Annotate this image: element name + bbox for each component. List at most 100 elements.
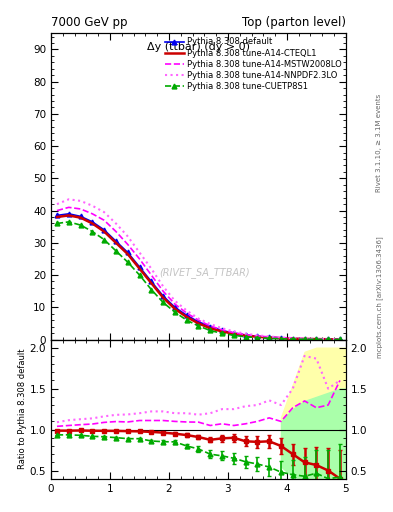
Pythia 8.308 tune-A14-NNPDF2.3LO [90,203,95,209]
Pythia 8.308 tune-A14-CTEQL1 [267,334,272,340]
Pythia 8.308 default [137,264,142,270]
Y-axis label: Ratio to Pythia 8.308 default: Ratio to Pythia 8.308 default [18,349,27,470]
Pythia 8.308 default [338,336,342,343]
Pythia 8.308 tune-A14-NNPDF2.3LO [231,328,236,334]
Pythia 8.308 default [208,324,213,330]
Text: (RIVET_SA_TTBAR): (RIVET_SA_TTBAR) [159,267,250,278]
Pythia 8.308 tune-CUETP8S1 [302,336,307,342]
Pythia 8.308 tune-A14-CTEQL1 [231,331,236,337]
Pythia 8.308 tune-A14-CTEQL1 [243,333,248,339]
Pythia 8.308 tune-A14-NNPDF2.3LO [173,298,177,304]
Pythia 8.308 tune-A14-NNPDF2.3LO [196,315,201,322]
Pythia 8.308 default [55,212,59,219]
Pythia 8.308 tune-CUETP8S1 [66,219,71,225]
Pythia 8.308 tune-A14-MSTW2008LO [338,336,342,343]
Pythia 8.308 tune-A14-MSTW2008LO [302,335,307,342]
Pythia 8.308 tune-CUETP8S1 [220,330,224,336]
Pythia 8.308 tune-A14-CTEQL1 [66,212,71,219]
Pythia 8.308 tune-A14-NNPDF2.3LO [125,233,130,240]
Pythia 8.308 tune-CUETP8S1 [78,222,83,228]
Pythia 8.308 default [196,318,201,325]
Text: mcplots.cern.ch [arXiv:1306.3436]: mcplots.cern.ch [arXiv:1306.3436] [376,236,383,358]
Pythia 8.308 tune-A14-CTEQL1 [338,336,342,343]
Pythia 8.308 tune-CUETP8S1 [149,287,154,293]
Pythia 8.308 tune-CUETP8S1 [290,336,295,342]
Pythia 8.308 tune-A14-MSTW2008LO [208,323,213,329]
Text: Δy (t̅tbar) (dy > 0): Δy (t̅tbar) (dy > 0) [147,42,250,52]
Pythia 8.308 tune-CUETP8S1 [55,220,59,226]
Pythia 8.308 tune-A14-MSTW2008LO [173,301,177,307]
Pythia 8.308 tune-A14-CTEQL1 [314,336,319,342]
Pythia 8.308 tune-A14-CTEQL1 [208,325,213,331]
Pythia 8.308 default [114,238,118,244]
Pythia 8.308 tune-A14-CTEQL1 [196,321,201,327]
Pythia 8.308 tune-A14-MSTW2008LO [196,317,201,323]
Pythia 8.308 tune-A14-NNPDF2.3LO [208,321,213,327]
Line: Pythia 8.308 tune-A14-MSTW2008LO: Pythia 8.308 tune-A14-MSTW2008LO [57,207,340,339]
Pythia 8.308 tune-CUETP8S1 [267,335,272,342]
Pythia 8.308 tune-A14-MSTW2008LO [55,207,59,214]
Text: Top (parton level): Top (parton level) [242,16,346,29]
Pythia 8.308 tune-A14-CTEQL1 [78,215,83,221]
Pythia 8.308 tune-CUETP8S1 [161,300,165,306]
Pythia 8.308 tune-A14-CTEQL1 [137,266,142,272]
Pythia 8.308 default [231,330,236,336]
Text: Rivet 3.1.10, ≥ 3.1M events: Rivet 3.1.10, ≥ 3.1M events [376,94,382,193]
Pythia 8.308 tune-CUETP8S1 [137,272,142,278]
Pythia 8.308 default [255,333,260,339]
Pythia 8.308 tune-A14-MSTW2008LO [66,204,71,210]
Pythia 8.308 tune-A14-NNPDF2.3LO [149,266,154,272]
Pythia 8.308 default [279,335,283,341]
Pythia 8.308 tune-CUETP8S1 [255,334,260,340]
Pythia 8.308 default [161,293,165,299]
Pythia 8.308 default [290,335,295,342]
Pythia 8.308 tune-A14-NNPDF2.3LO [55,201,59,207]
Line: Pythia 8.308 default: Pythia 8.308 default [55,211,342,342]
Pythia 8.308 tune-CUETP8S1 [114,248,118,254]
Pythia 8.308 tune-A14-MSTW2008LO [149,272,154,278]
Pythia 8.308 tune-A14-NNPDF2.3LO [161,283,165,289]
Pythia 8.308 tune-A14-CTEQL1 [102,228,107,234]
Pythia 8.308 tune-CUETP8S1 [231,332,236,338]
Pythia 8.308 default [243,332,248,338]
Pythia 8.308 default [102,227,107,233]
Pythia 8.308 tune-CUETP8S1 [314,336,319,343]
Pythia 8.308 tune-A14-NNPDF2.3LO [114,220,118,226]
Pythia 8.308 tune-A14-CTEQL1 [149,280,154,286]
Legend: Pythia 8.308 default, Pythia 8.308 tune-A14-CTEQL1, Pythia 8.308 tune-A14-MSTW20: Pythia 8.308 default, Pythia 8.308 tune-… [163,36,343,93]
Pythia 8.308 tune-A14-MSTW2008LO [137,256,142,262]
Pythia 8.308 tune-A14-MSTW2008LO [102,217,107,223]
Pythia 8.308 tune-A14-MSTW2008LO [326,336,331,342]
Pythia 8.308 tune-CUETP8S1 [90,228,95,234]
Pythia 8.308 tune-A14-CTEQL1 [55,214,59,220]
Pythia 8.308 default [326,336,331,342]
Pythia 8.308 tune-CUETP8S1 [279,336,283,342]
Pythia 8.308 tune-A14-CTEQL1 [279,335,283,342]
Pythia 8.308 tune-A14-CTEQL1 [326,336,331,343]
Pythia 8.308 tune-CUETP8S1 [102,237,107,243]
Pythia 8.308 tune-A14-NNPDF2.3LO [279,334,283,340]
Pythia 8.308 tune-A14-MSTW2008LO [231,330,236,336]
Pythia 8.308 default [125,249,130,255]
Pythia 8.308 default [220,327,224,333]
Pythia 8.308 default [184,312,189,318]
Pythia 8.308 default [78,214,83,220]
Pythia 8.308 tune-A14-CTEQL1 [90,220,95,226]
Pythia 8.308 tune-A14-MSTW2008LO [290,335,295,342]
Pythia 8.308 tune-CUETP8S1 [184,317,189,323]
Pythia 8.308 tune-A14-NNPDF2.3LO [290,335,295,341]
Pythia 8.308 tune-CUETP8S1 [208,327,213,333]
Pythia 8.308 tune-A14-NNPDF2.3LO [314,336,319,342]
Pythia 8.308 tune-A14-NNPDF2.3LO [255,332,260,338]
Pythia 8.308 default [173,304,177,310]
Pythia 8.308 tune-A14-NNPDF2.3LO [102,209,107,215]
Pythia 8.308 tune-A14-CTEQL1 [290,336,295,342]
Line: Pythia 8.308 tune-CUETP8S1: Pythia 8.308 tune-CUETP8S1 [55,220,342,342]
Pythia 8.308 tune-A14-NNPDF2.3LO [267,333,272,339]
Pythia 8.308 tune-A14-CTEQL1 [255,334,260,340]
Pythia 8.308 tune-A14-CTEQL1 [302,336,307,342]
Pythia 8.308 tune-A14-NNPDF2.3LO [78,198,83,204]
Pythia 8.308 default [267,334,272,340]
Pythia 8.308 tune-A14-NNPDF2.3LO [184,307,189,313]
Pythia 8.308 tune-A14-NNPDF2.3LO [66,196,71,202]
